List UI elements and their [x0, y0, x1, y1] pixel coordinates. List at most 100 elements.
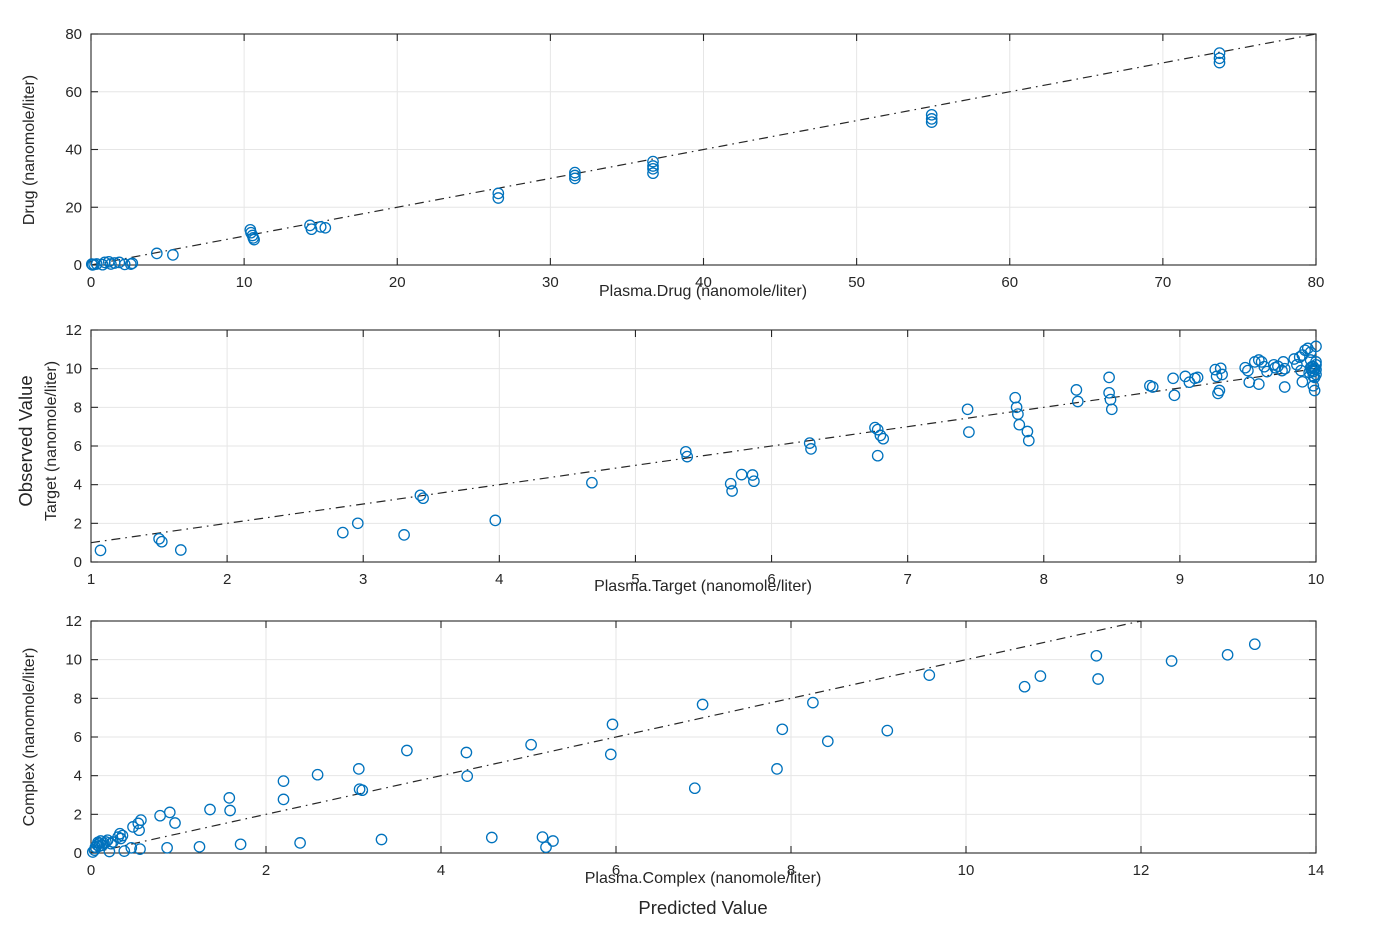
data-point: [154, 809, 166, 822]
shared-xlabel-predicted-value: Predicted Value: [638, 897, 768, 918]
reference-line: [90, 620, 1142, 854]
y-tick-label: 0: [74, 554, 82, 571]
data-point: [223, 792, 236, 804]
data-point: [1252, 378, 1265, 390]
data-point: [169, 817, 181, 829]
data-point: [1092, 673, 1104, 685]
data-point: [771, 763, 783, 775]
data-point: [356, 784, 369, 797]
data-point: [163, 806, 176, 819]
data-point: [1070, 384, 1083, 396]
data-point: [540, 841, 552, 854]
data-point: [134, 843, 146, 855]
data-point: [132, 817, 145, 830]
data-point: [1191, 371, 1204, 384]
y-tick-label: 2: [74, 515, 82, 532]
data-point: [1277, 356, 1290, 368]
data-point: [105, 837, 117, 850]
x-tick-label: 10: [1308, 571, 1325, 588]
data-point: [113, 256, 126, 269]
data-point: [1167, 372, 1179, 385]
reference-line: [90, 33, 1317, 266]
x-tick-label: 7: [903, 571, 911, 588]
data-point: [150, 247, 163, 260]
x-tick-label: 14: [1308, 862, 1325, 879]
xlabel-plasma-drug: Plasma.Drug (nanomole/liter): [598, 283, 808, 300]
data-point: [1213, 384, 1226, 397]
data-point: [1307, 379, 1320, 392]
x-tick-label: 10: [958, 862, 975, 879]
data-point: [1239, 361, 1252, 374]
y-tick-label: 10: [65, 652, 82, 669]
data-point: [1310, 340, 1322, 353]
data-point: [1243, 376, 1256, 389]
data-point: [1071, 395, 1084, 408]
x-tick-label: 3: [359, 571, 367, 588]
y-tick-label: 4: [74, 477, 82, 494]
data-point: [126, 257, 139, 270]
shared-ylabel-observed-value: Observed Value: [15, 375, 36, 507]
data-point: [398, 529, 410, 541]
data-point: [647, 162, 659, 175]
data-point: [925, 116, 938, 128]
data-point: [1276, 364, 1288, 377]
data-point: [492, 192, 505, 204]
data-point: [161, 841, 173, 854]
data-point: [1310, 363, 1322, 376]
data-point: [319, 221, 332, 234]
data-point: [1242, 364, 1254, 377]
data-point: [807, 696, 819, 709]
data-point: [277, 793, 290, 806]
data-point: [460, 746, 473, 759]
data-point: [1034, 670, 1047, 682]
data-point: [248, 233, 260, 246]
x-tick-label: 8: [1040, 571, 1048, 588]
data-point: [748, 475, 760, 488]
x-tick-label: 10: [236, 274, 253, 291]
data-point: [803, 437, 816, 449]
scatter-plot-complex: 0 2 4 6 8 10 12 14 0 2 4 6 8 10 12: [65, 613, 1325, 879]
data-point: [688, 782, 701, 795]
x-tick-label: 0: [87, 862, 95, 879]
x-tick-label: 9: [1176, 571, 1184, 588]
data-point: [167, 249, 179, 261]
data-point: [492, 187, 505, 200]
data-point: [1213, 56, 1226, 69]
data-point: [569, 166, 581, 179]
data-point: [116, 829, 129, 842]
data-point: [1146, 381, 1159, 393]
data-point: [569, 172, 581, 185]
y-tick-label: 2: [74, 806, 82, 823]
data-point: [461, 770, 474, 782]
data-point: [746, 469, 759, 481]
data-point: [1221, 648, 1234, 661]
data-point: [118, 258, 131, 271]
data-point: [525, 738, 537, 751]
data-point: [1213, 52, 1226, 65]
data-point: [351, 517, 364, 530]
data-point: [1104, 393, 1117, 406]
data-point: [98, 837, 110, 850]
data-point: [606, 718, 619, 731]
ylabel-target: Target (nanomole/liter): [43, 360, 60, 522]
data-point: [114, 827, 126, 840]
x-tick-label: 2: [262, 862, 270, 879]
y-tick-label: 8: [74, 690, 82, 707]
data-point: [155, 535, 168, 548]
data-point: [1168, 389, 1181, 402]
scatter-plot-drug: 0 10 20 30 40 50 60 70 80 0 20 40 60 80: [65, 26, 1324, 291]
data-point: [311, 768, 324, 781]
data-point: [923, 669, 936, 681]
x-tick-label: 2: [223, 571, 231, 588]
data-point: [118, 845, 131, 857]
x-tick-label: 60: [1001, 274, 1018, 291]
data-point: [336, 526, 349, 539]
data-point: [1278, 362, 1291, 375]
data-point: [401, 744, 413, 757]
data-point: [696, 698, 709, 711]
data-point: [1165, 655, 1178, 667]
y-tick-label: 12: [65, 613, 82, 630]
data-point: [352, 763, 365, 775]
